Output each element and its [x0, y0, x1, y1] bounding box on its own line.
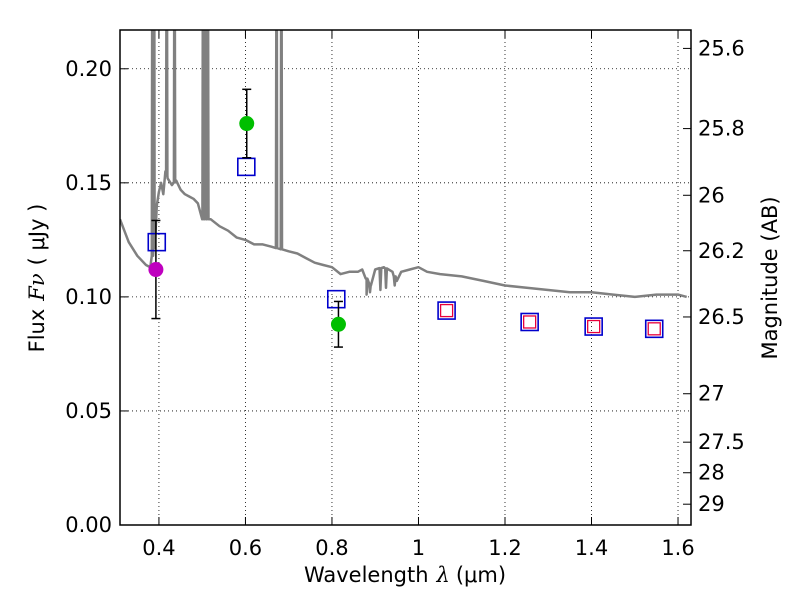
detection-point [148, 262, 164, 278]
y-axis-left-unit: ( μJy ) [25, 204, 49, 266]
axis-ticks: 0.4 0.6 0.8 1 1.2 1.4 1.6 0.00 0.05 0.10 0.15 0.20 2… [65, 30, 745, 560]
y-axis-left-prefix: Flux [25, 309, 49, 353]
x-axis-title: Wavelength λ (μm) [304, 563, 506, 587]
model-square [437, 301, 456, 320]
model-square [644, 319, 664, 339]
x-axis-unit: (μm) [456, 563, 506, 587]
model-square [237, 157, 256, 177]
x-axis-label: Wavelength [304, 563, 429, 587]
model-square [584, 317, 603, 336]
upper-limit-square [439, 303, 454, 318]
mag-tick-label: 26.2 [698, 239, 745, 263]
upper-limit-square [522, 315, 537, 329]
upper-limit-square [587, 319, 601, 334]
y-tick-label: 0.10 [65, 285, 112, 309]
mag-tick-label: 25.8 [698, 117, 745, 141]
x-tick-label: 1.2 [488, 536, 521, 560]
y-tick-label: 0.05 [65, 399, 112, 423]
sed-model-layer [120, 30, 688, 299]
upper-limit-square [647, 322, 661, 336]
y-axis-left-title: Flux Fν ( μJy ) [25, 204, 49, 353]
plot-frame [119, 29, 692, 526]
x-tick-label: 1 [412, 536, 425, 560]
model-square [147, 232, 167, 252]
model-square [326, 289, 346, 309]
mag-tick-label: 26 [698, 183, 725, 207]
x-tick-label: 0.8 [315, 536, 348, 560]
mag-tick-label: 28 [698, 461, 725, 485]
mag-tick-label: 26.5 [698, 305, 745, 329]
mag-tick-label: 27 [698, 382, 725, 406]
y-axis-left-symbol: Fν [25, 273, 49, 302]
y-tick-label: 0.15 [65, 171, 112, 195]
x-tick-label: 1.6 [661, 536, 694, 560]
x-tick-label: 1.4 [575, 536, 608, 560]
x-tick-label: 0.4 [142, 536, 175, 560]
x-tick-label: 0.6 [229, 536, 262, 560]
grid [120, 30, 691, 526]
y-axis-right-title: Magnitude (AB) [758, 196, 782, 359]
sed-model-line [120, 30, 688, 299]
y-tick-label: 0.20 [65, 57, 112, 81]
photometry-layer [147, 88, 664, 348]
detection-point [330, 316, 346, 332]
mag-tick-label: 27.5 [698, 430, 745, 454]
detection-point [239, 116, 255, 132]
y-tick-label: 0.00 [65, 513, 112, 537]
mag-tick-label: 25.6 [698, 36, 745, 60]
x-axis-symbol: λ [436, 563, 450, 587]
model-square [520, 312, 539, 332]
mag-tick-label: 29 [698, 492, 725, 516]
